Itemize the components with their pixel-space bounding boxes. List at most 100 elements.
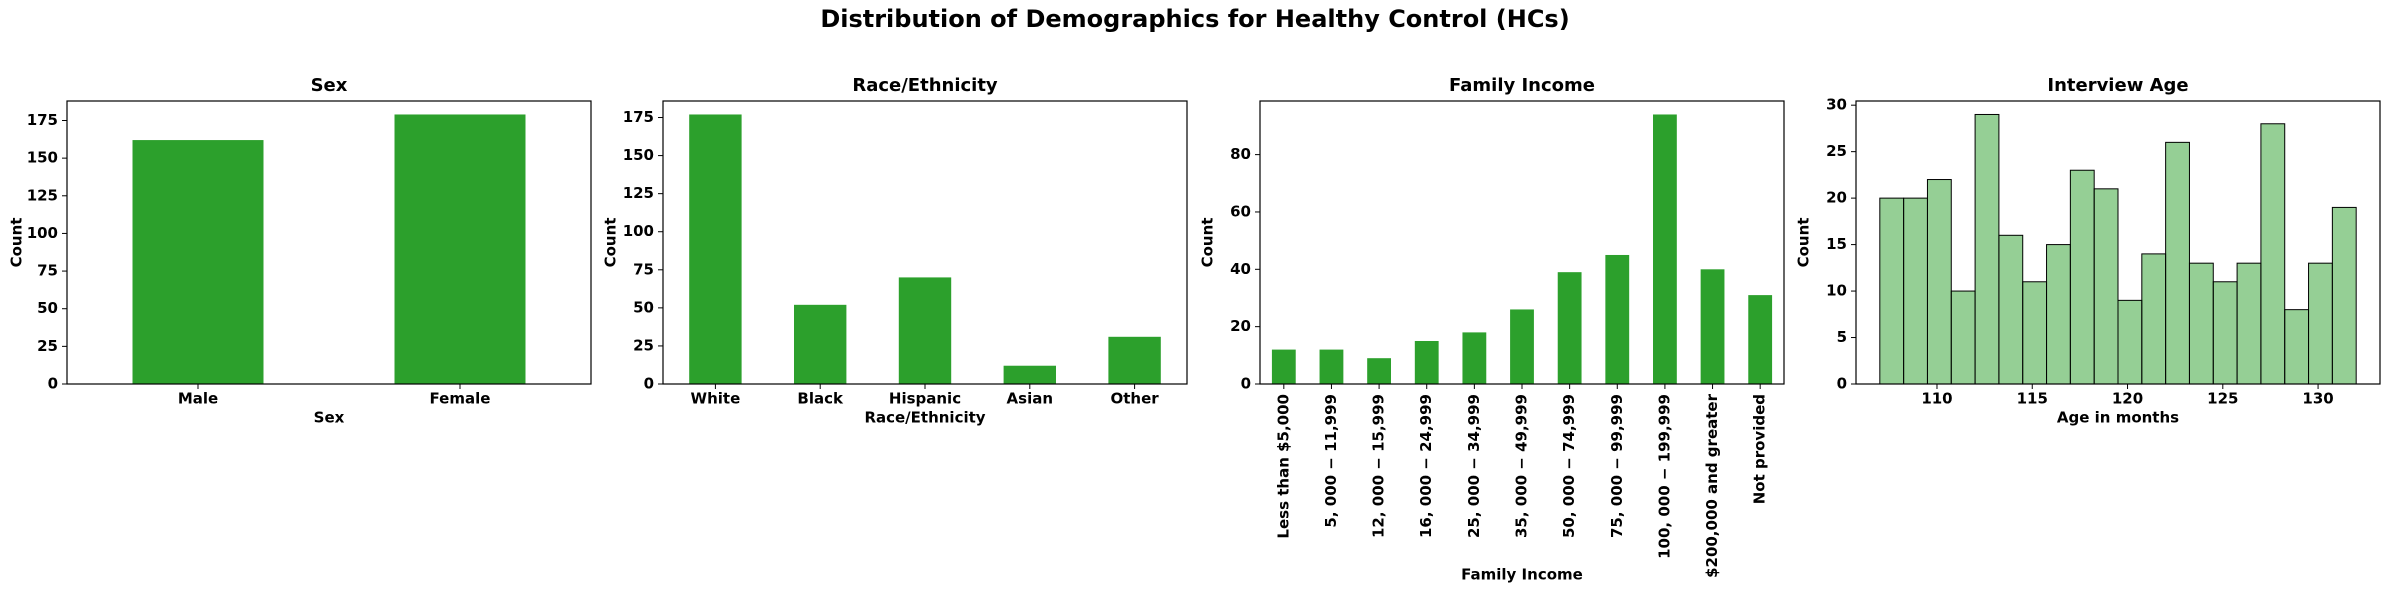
x-tick-label: Hispanic bbox=[889, 390, 961, 408]
x-tick-label: Not provided bbox=[1751, 394, 1769, 504]
axes-frame bbox=[1855, 100, 2381, 385]
y-tick-label: 100 bbox=[623, 222, 654, 240]
histogram-bar bbox=[2117, 299, 2143, 385]
y-tick-label: 0 bbox=[48, 375, 58, 393]
x-tick-label: 16, 000 − 24,999 bbox=[1417, 394, 1435, 538]
axes-frame bbox=[662, 100, 1188, 385]
x-tick-label: 130 bbox=[2302, 390, 2333, 408]
x-tick-label: Black bbox=[797, 390, 844, 408]
bar bbox=[1271, 349, 1296, 384]
y-axis-label: Count bbox=[8, 218, 26, 268]
x-tick-label: 120 bbox=[2112, 390, 2143, 408]
histogram-bar bbox=[2188, 262, 2214, 385]
y-tick-label: 5 bbox=[1837, 328, 1847, 346]
x-tick-label: 75, 000 − 99,999 bbox=[1608, 394, 1626, 538]
axes-title: Family Income bbox=[1449, 75, 1595, 96]
y-tick-label: 10 bbox=[1826, 282, 1847, 300]
x-tick-label: 115 bbox=[2017, 390, 2048, 408]
bar bbox=[1748, 295, 1773, 384]
y-axis-label: Count bbox=[602, 218, 620, 268]
y-tick-label: 75 bbox=[633, 260, 654, 278]
histogram-bar bbox=[1974, 113, 2000, 385]
bar bbox=[898, 277, 952, 384]
axes-frame bbox=[66, 100, 592, 385]
x-tick-label: Other bbox=[1111, 390, 1160, 408]
histogram-bar bbox=[2141, 253, 2167, 385]
x-tick-label: 110 bbox=[1921, 390, 1952, 408]
bar bbox=[1108, 336, 1161, 384]
histogram-bar bbox=[1926, 179, 1952, 385]
bar bbox=[1367, 358, 1391, 384]
x-tick-label: White bbox=[691, 390, 741, 408]
y-tick-label: 15 bbox=[1826, 235, 1847, 253]
histogram-bar bbox=[2165, 141, 2190, 385]
histogram-bar bbox=[2046, 244, 2071, 385]
bar bbox=[1653, 114, 1677, 384]
y-axis-label: Count bbox=[1199, 218, 1217, 268]
y-tick-label: 100 bbox=[27, 224, 58, 242]
histogram-bar bbox=[2260, 123, 2286, 385]
y-tick-label: 175 bbox=[623, 108, 654, 126]
x-axis-label: Age in months bbox=[2057, 409, 2179, 427]
y-tick-label: 175 bbox=[27, 111, 58, 129]
y-tick-label: 125 bbox=[27, 186, 58, 204]
bar bbox=[132, 140, 264, 384]
x-tick-label: $200,000 and greater bbox=[1703, 393, 1721, 578]
histogram-bar bbox=[2022, 281, 2048, 385]
y-tick-label: 50 bbox=[633, 298, 654, 316]
histogram-bar bbox=[1950, 290, 1976, 385]
x-tick-label: 35, 000 − 49,999 bbox=[1513, 394, 1531, 538]
bar bbox=[794, 304, 847, 384]
histogram-bar bbox=[2331, 206, 2357, 385]
histogram-bar bbox=[1998, 234, 2024, 385]
y-tick-label: 150 bbox=[623, 146, 654, 164]
y-tick-label: 60 bbox=[1230, 202, 1251, 220]
y-tick-label: 75 bbox=[37, 262, 58, 280]
bar bbox=[689, 114, 742, 384]
x-tick-label: 125 bbox=[2207, 390, 2238, 408]
x-tick-label: Female bbox=[430, 390, 491, 408]
y-tick-label: 0 bbox=[644, 375, 654, 393]
y-tick-label: 150 bbox=[27, 149, 58, 167]
y-axis-label: Count bbox=[1795, 218, 1813, 268]
histogram-bar bbox=[2236, 262, 2262, 385]
y-tick-label: 40 bbox=[1230, 260, 1251, 278]
axes-frame bbox=[1259, 100, 1785, 385]
bar bbox=[1557, 272, 1582, 384]
histogram-bar bbox=[1879, 197, 1905, 385]
bar bbox=[1414, 340, 1439, 384]
x-tick-label: 50, 000 − 74,999 bbox=[1560, 394, 1578, 538]
histogram-bar bbox=[2093, 188, 2119, 385]
histogram-bar bbox=[2069, 169, 2095, 385]
bar bbox=[394, 114, 526, 384]
y-tick-label: 25 bbox=[37, 337, 58, 355]
x-tick-label: 5, 000 − 11,999 bbox=[1322, 394, 1340, 528]
y-tick-label: 25 bbox=[633, 336, 654, 354]
x-axis-label: Sex bbox=[314, 409, 345, 427]
bar bbox=[1319, 349, 1344, 384]
x-tick-label: 100, 000 − 199,999 bbox=[1655, 394, 1673, 559]
histogram-bar bbox=[2212, 281, 2238, 385]
x-tick-label: Asian bbox=[1007, 390, 1053, 408]
x-tick-label: Male bbox=[178, 390, 218, 408]
y-tick-label: 30 bbox=[1826, 96, 1847, 114]
y-tick-label: 20 bbox=[1230, 317, 1251, 335]
y-tick-label: 20 bbox=[1826, 189, 1847, 207]
y-tick-label: 25 bbox=[1826, 142, 1847, 160]
y-tick-label: 80 bbox=[1230, 145, 1251, 163]
figure-title: Distribution of Demographics for Healthy… bbox=[820, 5, 1569, 33]
bar bbox=[1510, 309, 1534, 384]
axes-title: Sex bbox=[311, 75, 348, 96]
y-tick-label: 0 bbox=[1241, 375, 1251, 393]
bar bbox=[1462, 332, 1487, 384]
y-tick-label: 50 bbox=[37, 299, 58, 317]
axes-title: Interview Age bbox=[2047, 75, 2188, 96]
x-axis-label: Race/Ethnicity bbox=[864, 409, 985, 427]
bar bbox=[1003, 365, 1056, 384]
histogram-bar bbox=[2308, 262, 2333, 385]
bar bbox=[1700, 269, 1725, 384]
axes-title: Race/Ethnicity bbox=[852, 75, 998, 96]
x-tick-label: Less than $5,000 bbox=[1274, 394, 1292, 539]
y-tick-label: 0 bbox=[1837, 375, 1847, 393]
